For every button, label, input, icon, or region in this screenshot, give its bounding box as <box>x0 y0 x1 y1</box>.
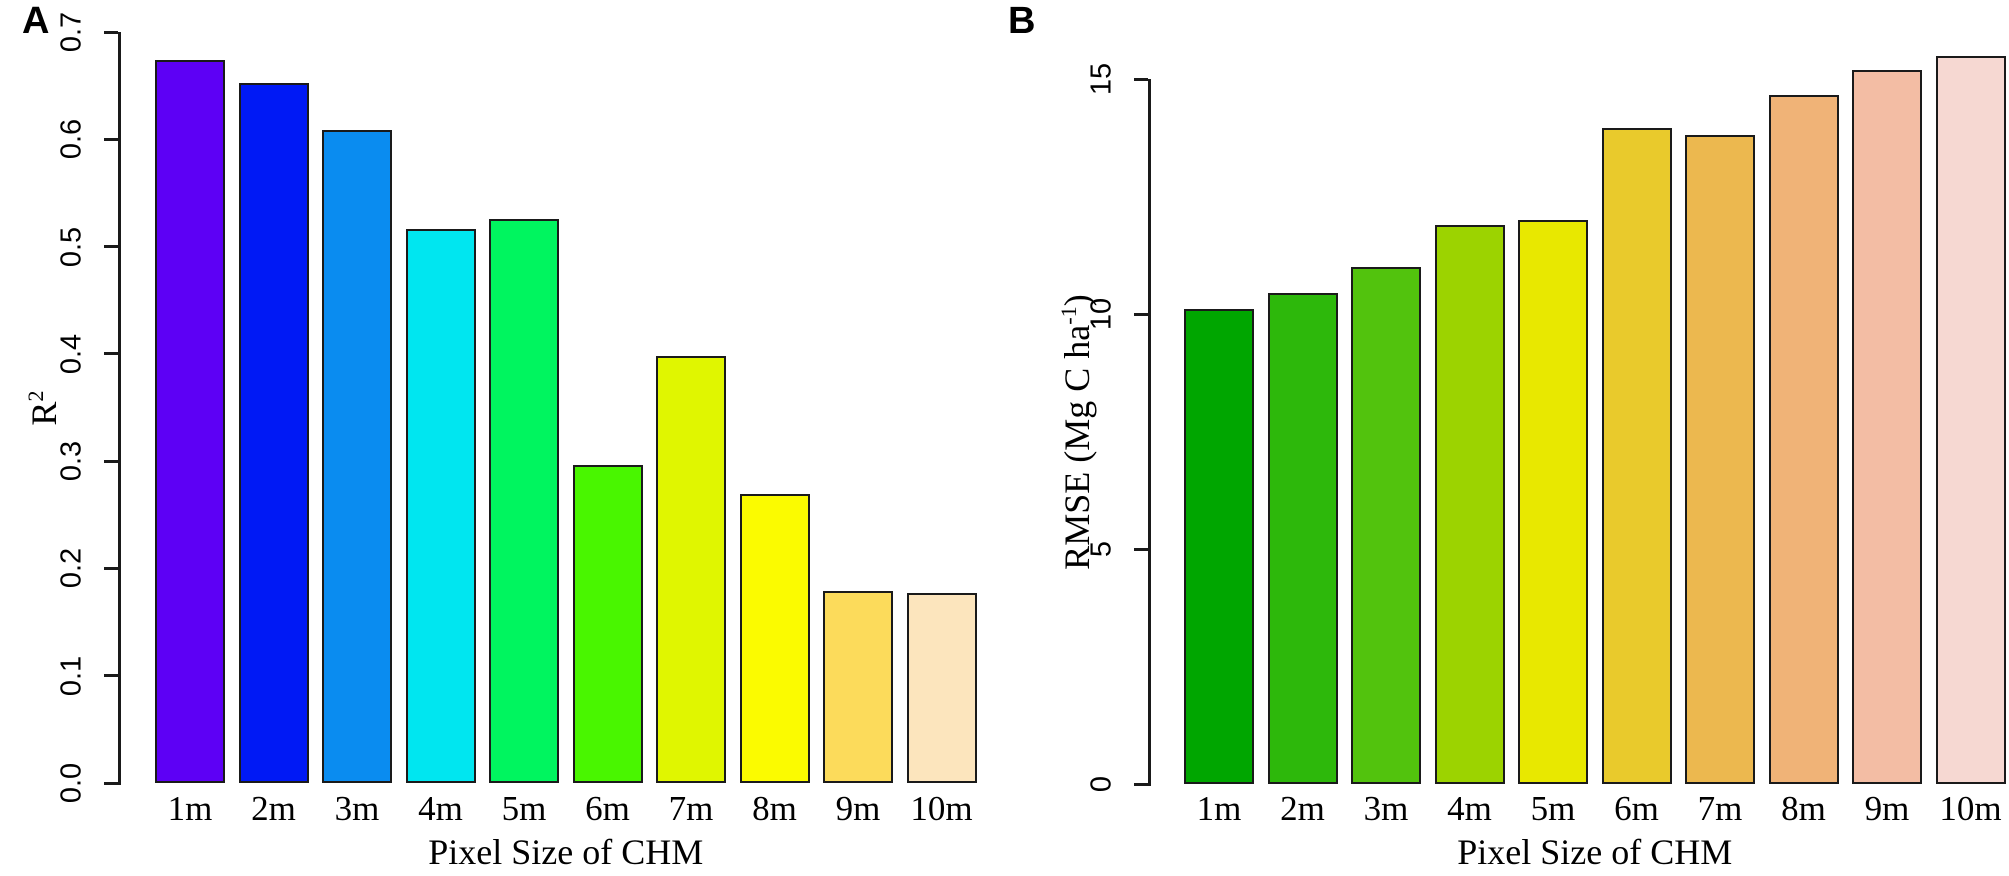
x-tick-label-5m: 5m <box>1530 789 1576 828</box>
x-tick-label-6m: 6m <box>1614 789 1659 828</box>
bar-8m <box>739 494 810 783</box>
x-tick-label-8m: 8m <box>1781 789 1826 828</box>
panel-b-label: B <box>1008 0 1036 42</box>
bar-9m <box>823 590 893 783</box>
y-axis-title: RMSE (Mg C ha-1) <box>1056 293 1097 570</box>
y-tick <box>1134 312 1148 316</box>
y-tick <box>104 781 118 785</box>
y-tick <box>104 245 118 249</box>
x-tick-label-5m: 5m <box>501 789 547 828</box>
bar-10m <box>1935 55 2006 784</box>
x-tick-label-6m: 6m <box>585 789 630 828</box>
y-tick <box>1134 782 1148 786</box>
y-tick <box>1134 77 1148 81</box>
x-tick-label-3m: 3m <box>334 789 380 828</box>
y-tick-label: 15 <box>1085 62 1118 96</box>
x-tick-label-2m: 2m <box>1280 789 1325 828</box>
y-tick <box>104 352 118 356</box>
x-tick-label-3m: 3m <box>1363 789 1409 828</box>
y-tick-label: 0.3 <box>55 440 88 482</box>
x-tick-label-1m: 1m <box>167 789 213 828</box>
x-tick-label-9m: 9m <box>1864 789 1910 828</box>
bar-10m <box>906 593 977 783</box>
bar-5m <box>1518 220 1588 784</box>
y-tick-label: 0.0 <box>55 762 88 804</box>
x-tick-label-1m: 1m <box>1196 789 1242 828</box>
bar-9m <box>1852 69 1922 784</box>
bar-4m <box>405 229 476 783</box>
bar-7m <box>656 356 726 783</box>
y-tick-label: 0.4 <box>55 333 88 375</box>
x-tick-label-10m: 10m <box>1939 789 2002 828</box>
bar-5m <box>489 218 559 783</box>
x-tick-label-4m: 4m <box>418 789 463 828</box>
y-tick <box>104 459 118 463</box>
x-tick-label-7m: 7m <box>668 789 714 828</box>
y-tick <box>104 674 118 678</box>
y-tick <box>104 566 118 570</box>
bar-8m <box>1768 95 1839 784</box>
y-tick-label: 0 <box>1085 775 1118 793</box>
bar-2m <box>1267 292 1338 784</box>
y-axis-line <box>1148 79 1151 786</box>
y-tick-label: 0.6 <box>55 119 88 160</box>
y-tick-label: 0.2 <box>55 548 88 589</box>
bar-6m <box>1601 128 1672 784</box>
x-tick-label-7m: 7m <box>1697 789 1743 828</box>
bar-7m <box>1685 135 1755 784</box>
bar-4m <box>1434 224 1505 784</box>
y-tick <box>1134 547 1148 551</box>
bar-3m <box>1351 267 1421 784</box>
y-tick <box>104 30 118 34</box>
x-tick-label-10m: 10m <box>910 789 973 828</box>
bar-3m <box>322 129 392 783</box>
x-axis-title: Pixel Size of CHM <box>428 832 704 872</box>
y-tick-label: 0.1 <box>55 655 88 696</box>
y-tick-label: 0.7 <box>55 11 88 53</box>
bar-1m <box>155 59 225 783</box>
y-axis-title: R2 <box>23 389 64 426</box>
y-tick-label: 0.5 <box>55 226 88 267</box>
x-tick-label-8m: 8m <box>752 789 797 828</box>
bar-1m <box>1184 309 1254 784</box>
x-tick-label-4m: 4m <box>1447 789 1492 828</box>
bar-6m <box>572 465 643 783</box>
panel-a-label: A <box>22 0 50 42</box>
y-axis-line <box>118 32 121 785</box>
x-axis-title: Pixel Size of CHM <box>1457 832 1733 872</box>
y-tick <box>104 137 118 141</box>
x-tick-label-2m: 2m <box>251 789 296 828</box>
x-tick-label-9m: 9m <box>835 789 881 828</box>
bar-2m <box>238 83 309 783</box>
